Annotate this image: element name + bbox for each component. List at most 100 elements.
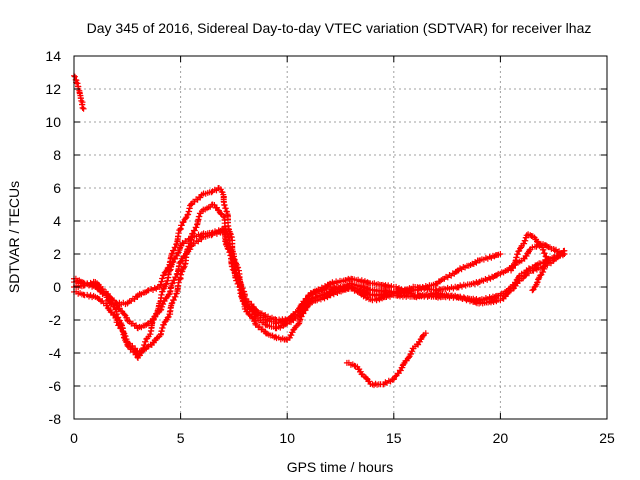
- data-point: [561, 247, 568, 254]
- y-tick-label: -6: [49, 378, 62, 394]
- x-tick-label: 0: [70, 430, 78, 446]
- x-tick-label: 15: [386, 430, 402, 446]
- point-trace: [510, 277, 523, 292]
- point-trace: [520, 246, 534, 262]
- point-trace: [455, 279, 481, 291]
- point-trace: [253, 307, 269, 319]
- point-trace: [217, 186, 226, 196]
- point-trace: [177, 243, 195, 265]
- point-trace: [241, 305, 259, 325]
- y-tick-label: 0: [53, 279, 61, 295]
- y-tick-label: 12: [45, 81, 61, 97]
- series-track-low: [343, 330, 429, 389]
- point-trace: [328, 283, 352, 292]
- point-trace: [509, 244, 525, 272]
- x-tick-labels: 0 5 10 15 20 25: [70, 430, 615, 446]
- y-tick-label: -4: [49, 345, 62, 361]
- y-tick-label: 2: [53, 246, 61, 262]
- point-trace: [477, 251, 502, 264]
- point-trace: [414, 284, 439, 293]
- point-trace: [371, 291, 395, 304]
- point-trace: [200, 232, 215, 240]
- data-point: [113, 300, 120, 307]
- y-tick-label: 4: [53, 213, 61, 229]
- y-tick-label: 8: [53, 147, 61, 163]
- series-track-late: [508, 231, 551, 294]
- point-trace: [455, 294, 480, 307]
- point-trace: [220, 193, 236, 255]
- point-trace: [113, 319, 130, 343]
- point-trace: [530, 264, 544, 274]
- point-trace: [455, 257, 481, 274]
- chart-title: Day 345 of 2016, Sidereal Day-to-day VTE…: [87, 20, 592, 36]
- point-trace: [434, 290, 460, 301]
- point-trace: [295, 292, 312, 315]
- data-point: [422, 330, 429, 337]
- point-trace: [230, 253, 248, 299]
- point-trace: [84, 291, 97, 301]
- point-trace: [79, 101, 86, 111]
- x-axis-label: GPS time / hours: [287, 459, 394, 475]
- point-trace: [157, 268, 172, 305]
- point-trace: [157, 290, 173, 314]
- point-trace: [157, 311, 174, 338]
- axis-ticks: [73, 55, 608, 420]
- point-trace: [349, 276, 374, 287]
- data-point: [220, 227, 227, 234]
- data-point: [294, 321, 301, 328]
- point-trace: [520, 232, 530, 247]
- point-trace: [276, 316, 289, 324]
- point-trace: [306, 292, 332, 307]
- point-trace: [286, 323, 300, 341]
- y-tick-label: -8: [49, 411, 62, 427]
- point-trace: [167, 227, 183, 265]
- point-trace: [371, 280, 395, 291]
- point-trace: [200, 189, 215, 197]
- point-trace: [530, 276, 542, 293]
- data-point: [80, 105, 87, 112]
- point-trace: [393, 292, 417, 300]
- point-trace: [177, 202, 194, 232]
- point-trace: [147, 309, 161, 325]
- point-trace: [188, 210, 204, 240]
- point-trace: [103, 302, 120, 321]
- series-track-d: [71, 185, 568, 324]
- point-trace: [264, 330, 279, 341]
- x-tick-label: 5: [177, 430, 185, 446]
- data-point: [497, 251, 504, 257]
- x-tick-label: 25: [599, 430, 615, 446]
- point-trace: [296, 302, 312, 327]
- x-tick-label: 20: [493, 430, 509, 446]
- point-trace: [77, 95, 85, 104]
- point-trace: [265, 313, 279, 323]
- point-trace: [349, 285, 374, 303]
- y-tick-label: 10: [45, 114, 61, 130]
- point-trace: [306, 289, 332, 304]
- point-trace: [354, 363, 366, 378]
- point-trace: [532, 236, 545, 249]
- point-trace: [499, 288, 513, 302]
- plot-frame: [73, 55, 608, 420]
- point-trace: [476, 270, 502, 285]
- series-track-early: [71, 72, 87, 112]
- point-trace: [402, 345, 417, 364]
- point-trace: [536, 259, 549, 281]
- point-trace: [306, 283, 332, 299]
- point-trace: [413, 331, 427, 348]
- data-point: [529, 287, 536, 294]
- y-axis-label: SDTVAR / TECUs: [6, 181, 22, 293]
- y-tick-label: -2: [49, 312, 62, 328]
- y-tick-label: 14: [45, 48, 61, 64]
- series-track-b: [71, 201, 568, 356]
- point-trace: [211, 202, 225, 218]
- point-trace: [147, 334, 161, 348]
- data-points: [71, 72, 568, 389]
- point-trace: [531, 260, 544, 270]
- y-tick-label: 6: [53, 180, 61, 196]
- data-point: [535, 275, 542, 282]
- point-trace: [167, 260, 183, 294]
- point-trace: [211, 185, 222, 194]
- point-trace: [434, 268, 460, 287]
- point-trace: [76, 87, 83, 97]
